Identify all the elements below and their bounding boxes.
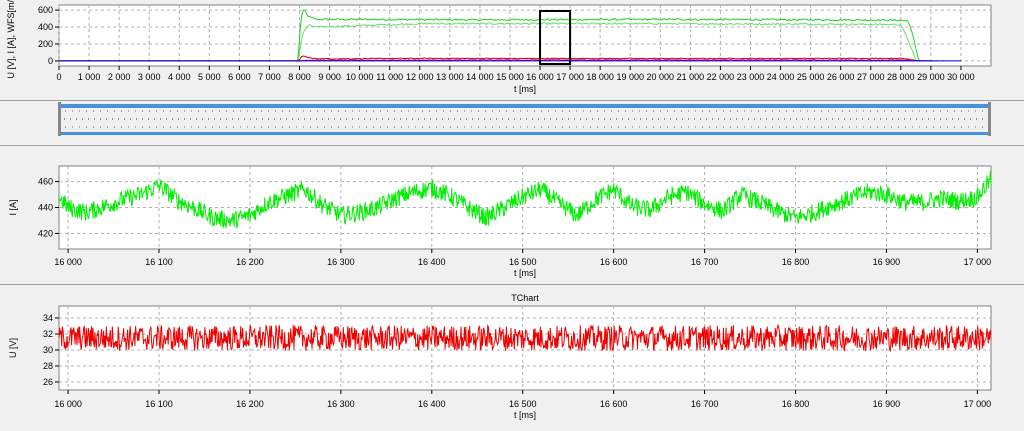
y-axis-label: I [A] [8,199,18,215]
y-tick-label: 34 [43,313,53,323]
x-tick-label: 22 000 [707,72,735,82]
x-tick-label: 26 000 [827,72,855,82]
series-line-0 [58,323,992,352]
panel-divider [0,145,1024,146]
x-axis-label: t [ms] [514,268,536,278]
x-tick-label: 2 000 [108,72,131,82]
x-tick-label: 16 700 [691,257,719,267]
x-tick-label: 4 000 [168,72,191,82]
x-tick-label: 0 [56,72,61,82]
x-tick-label: 17 000 [556,72,584,82]
x-tick-label: 3 000 [138,72,161,82]
x-tick-label: 29 000 [917,72,945,82]
y-axis-label: U [V], I [A], WFS[m/m [6,0,16,79]
scroll-track-bottom[interactable] [58,132,991,135]
y-tick-label: 460 [38,177,53,187]
chart-title: TChart [511,293,539,303]
x-tick-label: 27 000 [857,72,885,82]
series-line-0 [58,171,992,229]
x-tick-label: 30 000 [947,72,975,82]
x-tick-label: 21 000 [677,72,705,82]
y-tick-label: 600 [38,5,53,15]
x-tick-label: 16 600 [600,399,628,409]
panel-divider [0,284,1024,285]
x-tick-label: 9 000 [318,72,341,82]
x-tick-label: 7 000 [258,72,281,82]
x-tick-label: 16 400 [418,257,446,267]
y-tick-label: 26 [43,377,53,387]
x-tick-label: 25 000 [797,72,825,82]
scroll-handle-left[interactable] [58,102,61,136]
x-tick-label: 6 000 [228,72,251,82]
voltage-chart[interactable]: 16 000 16 100 16 200 16 300 16 400 16 500 16 6… [0,285,1024,431]
scroll-track-top[interactable] [58,104,991,108]
x-tick-label: 8 000 [288,72,311,82]
x-tick-label: 16 000 [526,72,554,82]
overview-chart[interactable]: 0 1 000 2 000 3 000 4 000 5 000 6 000 7 000 8 00… [0,0,1024,100]
x-tick-label: 15 000 [496,72,524,82]
x-tick-label: 16 300 [327,257,355,267]
y-axis-label: U [V] [8,338,18,358]
x-tick-label: 18 000 [586,72,614,82]
y-tick-label: 400 [38,22,53,32]
x-tick-label: 16 200 [236,399,264,409]
current-chart[interactable]: 16 000 16 100 16 200 16 300 16 400 16 500 16 6… [0,146,1024,284]
x-tick-label: 24 000 [767,72,795,82]
x-tick-label: 16 500 [509,257,537,267]
x-tick-label: 17 000 [964,257,992,267]
y-tick-label: 30 [43,345,53,355]
x-tick-label: 16 100 [145,399,173,409]
x-tick-label: 11 000 [376,72,403,82]
x-axis-label: t [ms] [514,84,536,94]
timeline-scrollbar[interactable] [0,101,1024,145]
x-tick-label: 12 000 [406,72,434,82]
x-tick-label: 20 000 [647,72,675,82]
x-tick-label: 28 000 [887,72,915,82]
x-tick-label: 1 000 [78,72,101,82]
panel-divider [0,100,1024,101]
y-tick-label: 200 [38,39,53,49]
x-tick-label: 16 800 [782,257,810,267]
plot-area [58,305,992,391]
overview-chart-panel: 0 1 000 2 000 3 000 4 000 5 000 6 000 7 000 8 00… [0,0,1024,100]
x-tick-label: 16 600 [600,257,628,267]
x-tick-label: 10 000 [346,72,374,82]
voltage-chart-panel: 16 000 16 100 16 200 16 300 16 400 16 500 16 6… [0,285,1024,431]
y-tick-label: 32 [43,329,53,339]
x-tick-label: 5 000 [198,72,221,82]
x-tick-label: 14 000 [466,72,494,82]
x-tick-label: 23 000 [737,72,765,82]
x-tick-label: 16 300 [327,399,355,409]
x-tick-label: 16 400 [418,399,446,409]
x-tick-label: 16 000 [54,399,82,409]
x-tick-label: 16 900 [873,257,901,267]
x-tick-label: 13 000 [436,72,464,82]
zoom-window-rect [539,10,572,65]
x-tick-label: 16 200 [236,257,264,267]
x-tick-label: 16 500 [509,399,537,409]
timeline-scroll-panel [0,101,1024,145]
x-tick-label: 16 700 [691,399,719,409]
y-tick-label: 440 [38,203,53,213]
x-tick-label: 16 900 [873,399,901,409]
y-tick-label: 28 [43,361,53,371]
x-tick-label: 17 000 [964,399,992,409]
x-tick-label: 19 000 [616,72,644,82]
scroll-handle-right[interactable] [988,102,991,136]
x-tick-label: 16 000 [54,257,82,267]
x-tick-label: 16 800 [782,399,810,409]
current-chart-panel: 16 000 16 100 16 200 16 300 16 400 16 500 16 6… [0,146,1024,284]
x-tick-label: 16 100 [145,257,173,267]
y-tick-label: 0 [48,56,53,66]
plot-area [58,4,992,67]
x-axis-label: t [ms] [514,410,536,420]
y-tick-label: 420 [38,228,53,238]
